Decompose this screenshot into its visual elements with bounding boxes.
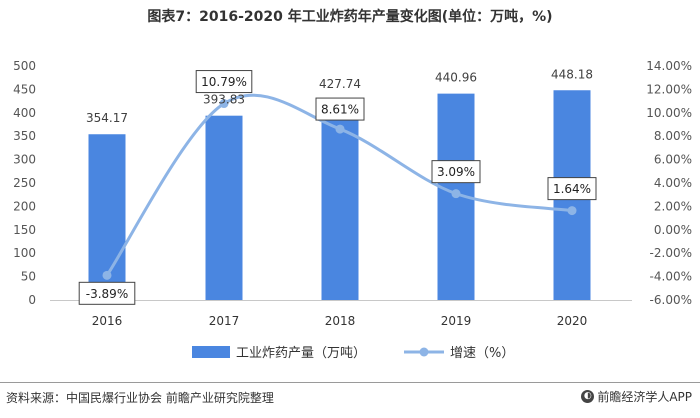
brand-label: ◐ 前瞻经济学人APP — [581, 388, 692, 405]
right-axis-tick-label: 12.00% — [646, 82, 692, 96]
growth-rate-line — [105, 93, 574, 277]
footer-divider — [0, 382, 700, 383]
left-axis-tick-label: 450 — [13, 82, 36, 96]
left-axis-tick-label: 400 — [13, 106, 36, 120]
brand-text: 前瞻经济学人APP — [597, 390, 692, 404]
left-axis-tick-label: 50 — [21, 270, 36, 284]
bar-value-label: 427.74 — [319, 77, 361, 91]
source-note: 资料来源：中国民爆行业协会 前瞻产业研究院整理 — [6, 391, 274, 405]
pct-label-box — [431, 160, 481, 184]
left-axis-tick-label: 150 — [13, 223, 36, 237]
x-axis-tick-label: 2017 — [209, 314, 240, 328]
pct-label-box — [547, 177, 597, 201]
left-axis-tick-label: 350 — [13, 129, 36, 143]
right-axis-tick-label: 8.00% — [654, 129, 692, 143]
legend-line-marker — [419, 347, 429, 357]
right-axis-tick-label: -4.00% — [650, 270, 692, 284]
line-value-label: 8.61% — [321, 103, 359, 117]
right-axis-tick-label: -2.00% — [650, 246, 692, 260]
line-value-label: 10.79% — [201, 75, 247, 89]
line-value-label: -3.89% — [86, 287, 128, 301]
qianzhan-logo-icon: ◐ — [581, 390, 595, 403]
legend-line-label: 增速（%） — [450, 346, 514, 361]
bar — [205, 115, 243, 300]
right-axis-tick-label: 14.00% — [646, 59, 692, 73]
right-axis-tick-label: 10.00% — [646, 106, 692, 120]
legend-bar-swatch — [192, 346, 230, 358]
right-axis-tick-label: 2.00% — [654, 199, 692, 213]
x-axis-tick-label: 2019 — [441, 314, 472, 328]
pct-label-box — [195, 70, 253, 94]
line-point — [451, 189, 461, 199]
legend-bar-label: 工业炸药产量（万吨） — [236, 346, 366, 361]
left-axis-tick-label: 250 — [13, 176, 36, 190]
line-point — [102, 270, 112, 280]
bar-value-label: 440.96 — [435, 71, 477, 85]
right-axis-tick-label: 4.00% — [654, 176, 692, 190]
right-axis-tick-label: 0.00% — [654, 223, 692, 237]
left-axis-tick-label: 0 — [28, 293, 36, 307]
right-axis-tick-label: -6.00% — [650, 293, 692, 307]
line-point — [219, 99, 229, 109]
bar-value-label: 354.17 — [86, 111, 128, 125]
line-value-label: 3.09% — [437, 165, 475, 179]
chart-title: 图表7：2016-2020 年工业炸药年产量变化图(单位：万吨，%) — [147, 9, 553, 25]
x-axis-tick-label: 2018 — [325, 314, 356, 328]
left-axis-tick-label: 300 — [13, 153, 36, 167]
left-axis-tick-label: 100 — [13, 246, 36, 260]
x-axis-tick-label: 2016 — [92, 314, 123, 328]
bar-value-label: 393.83 — [203, 93, 245, 107]
pct-label-box — [78, 281, 136, 305]
left-axis-tick-label: 200 — [13, 199, 36, 213]
line-value-label: 1.64% — [553, 182, 591, 196]
line-point — [567, 206, 577, 216]
right-axis-tick-label: 6.00% — [654, 153, 692, 167]
pct-label-box — [315, 97, 365, 121]
line-point — [335, 124, 345, 134]
bar-value-label: 448.18 — [551, 67, 593, 81]
left-axis-tick-label: 500 — [13, 59, 36, 73]
x-axis-tick-label: 2020 — [557, 314, 588, 328]
